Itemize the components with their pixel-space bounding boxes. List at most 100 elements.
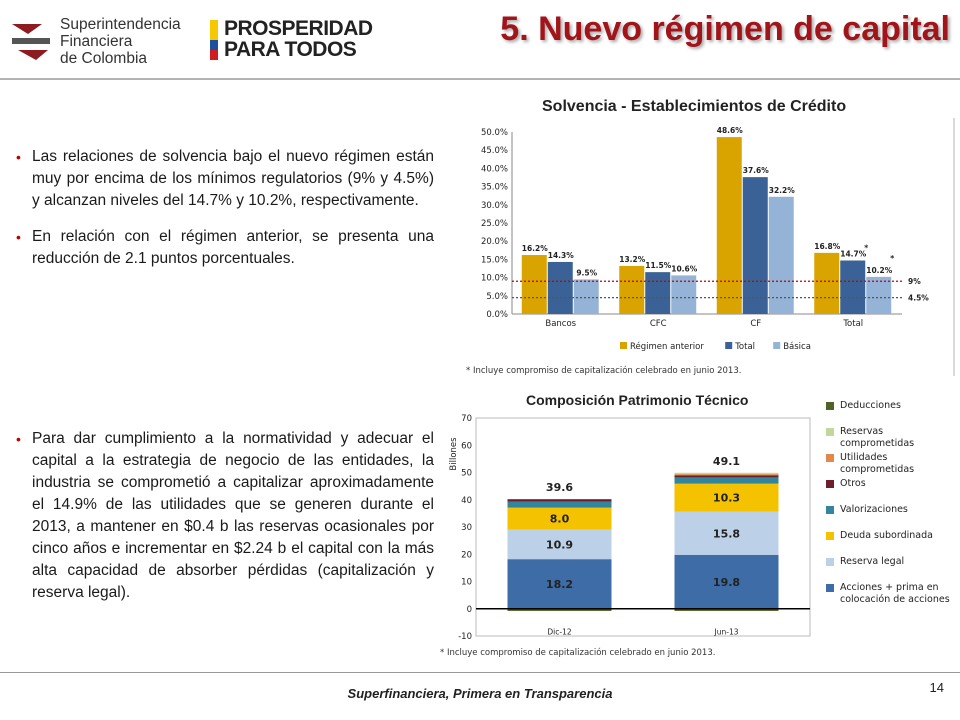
footer-divider	[0, 672, 960, 673]
data-label: 14.7%	[840, 249, 867, 258]
bar	[645, 272, 671, 314]
legend-swatch	[826, 532, 834, 540]
legend-label: Utilidades comprometidas	[840, 452, 915, 475]
legend-label: Otros	[840, 478, 866, 489]
bar	[742, 177, 768, 314]
asterisk-mark: *	[890, 254, 894, 263]
legend-swatch	[826, 454, 834, 462]
solvency-chart: 0.0% 5.0% 10.0% 15.0% 20.0% 25.0% 30.0% 35.0% 40…	[481, 118, 955, 376]
bar	[619, 265, 645, 314]
x-tick-label: Jun-13	[714, 627, 739, 636]
legend-label: Deducciones	[840, 400, 901, 411]
legend-label: Valorizaciones	[840, 504, 908, 515]
data-label: 13.2%	[619, 255, 646, 264]
bar	[814, 252, 840, 314]
bullet-item: • Para dar cumplimiento a la normatividad…	[16, 430, 434, 601]
bar	[768, 196, 794, 314]
superfinanciera-logo-text: Superintendencia Financiera de Colombia	[60, 16, 181, 67]
bar	[840, 260, 866, 314]
stack-segment	[507, 499, 612, 502]
data-label: 16.8%	[814, 242, 841, 251]
data-label: 19.8	[713, 576, 740, 589]
total-label: 49.1	[713, 455, 740, 468]
y-tick-label: 20.0%	[481, 237, 508, 247]
bullet-icon: •	[16, 229, 21, 245]
legend-swatch	[620, 342, 627, 349]
y-tick-label: 5.0%	[486, 292, 508, 302]
stack-segment	[674, 472, 779, 475]
x-tick-label: CF	[750, 319, 761, 329]
data-label: 37.6%	[743, 166, 770, 175]
stack-segment	[674, 475, 779, 478]
y-tick-label: 15.0%	[481, 255, 508, 265]
legend-item: Deuda subordinada	[826, 530, 956, 556]
legend-swatch	[826, 428, 834, 436]
y-tick-label: 25.0%	[481, 219, 508, 229]
footer-text: Superfinanciera, Primera en Transparenci…	[347, 686, 613, 701]
y-tick-label: 35.0%	[481, 183, 508, 193]
stack-segment	[507, 608, 612, 611]
bar	[866, 276, 892, 314]
bar	[521, 255, 547, 314]
stack-segment	[507, 507, 612, 530]
superfinanciera-emblem-icon	[8, 16, 54, 66]
legend-item: Deducciones	[826, 400, 956, 426]
page-number: 14	[929, 680, 944, 695]
bullet-item: • En relación con el régimen anterior, se…	[16, 228, 434, 267]
y-tick-label: 70	[461, 414, 472, 424]
y-tick-label: 10.0%	[481, 274, 508, 284]
x-tick-label: Dic-12	[547, 627, 571, 636]
data-label: 10.6%	[671, 264, 698, 273]
superfinanciera-logo: Superintendencia Financiera de Colombia	[8, 14, 188, 68]
capital-bullets: • Para dar cumplimiento a la normatividad…	[16, 428, 434, 618]
chart-note: * Incluye compromiso de capitalización c…	[466, 366, 742, 376]
bullet-icon: •	[16, 431, 21, 447]
header-divider	[0, 78, 960, 80]
data-label: 16.2%	[522, 244, 549, 253]
prosperidad-logo-text: PROSPERIDAD PARA TODOS	[224, 17, 373, 61]
data-label: 10.3	[713, 492, 740, 505]
data-label: 8.0	[550, 513, 570, 526]
plot-area	[475, 417, 811, 637]
patrimonio-chart: Billones -10 0 10 20 30 40 50 60 70 18.2 10.9 8.0 39.…	[449, 414, 811, 642]
colombia-flag-icon	[210, 20, 218, 60]
y-tick-label: 0.0%	[486, 310, 508, 320]
bar	[716, 137, 742, 314]
legend-item: Acciones + prima en colocación de accion…	[826, 582, 956, 608]
y-tick-label: 40	[461, 496, 472, 506]
data-label: 18.2	[546, 578, 573, 591]
data-label: 11.5%	[645, 261, 672, 270]
y-tick-label: 0	[467, 605, 472, 615]
y-tick-label: 50	[461, 469, 472, 479]
stack-segment	[674, 473, 779, 476]
data-label: 10.9	[546, 538, 573, 551]
legend-label: Reservas comprometidas	[840, 426, 915, 449]
legend-swatch	[773, 342, 781, 349]
reference-line-label: 4.5%	[908, 294, 929, 303]
data-label: 15.8	[713, 527, 740, 540]
chart-title: Composición Patrimonio Técnico	[526, 392, 749, 408]
stack-segment	[674, 477, 779, 484]
y-tick-label: 45.0%	[481, 146, 508, 156]
y-tick-label: -10	[458, 632, 472, 642]
data-label: 14.3%	[548, 251, 575, 260]
chart-legend: Deducciones Reservas comprometidas Utilida…	[826, 400, 956, 608]
y-tick-label: 50.0%	[481, 128, 508, 138]
data-label: 9.5%	[576, 268, 597, 277]
legend-label: Básica	[783, 342, 811, 352]
slide-title: 5. Nuevo régimen de capital	[500, 10, 950, 48]
chart-title: Solvencia - Establecimientos de Crédito	[542, 98, 847, 115]
legend-label: Reserva legal	[840, 556, 905, 567]
bullet-icon: •	[16, 149, 21, 165]
data-label: 48.6%	[717, 126, 744, 135]
legend-item: Utilidades comprometidas	[826, 452, 956, 478]
y-tick-label: 30.0%	[481, 201, 508, 211]
legend-label: Régimen anterior	[630, 341, 704, 352]
legend-item: Total	[725, 342, 755, 352]
legend-item: Régimen anterior	[620, 341, 704, 352]
x-tick-label: CFC	[650, 319, 667, 329]
bar	[671, 275, 697, 314]
legend-item: Reservas comprometidas	[826, 426, 956, 452]
legend-item: Valorizaciones	[826, 504, 956, 530]
reference-line-label: 9%	[908, 277, 921, 286]
